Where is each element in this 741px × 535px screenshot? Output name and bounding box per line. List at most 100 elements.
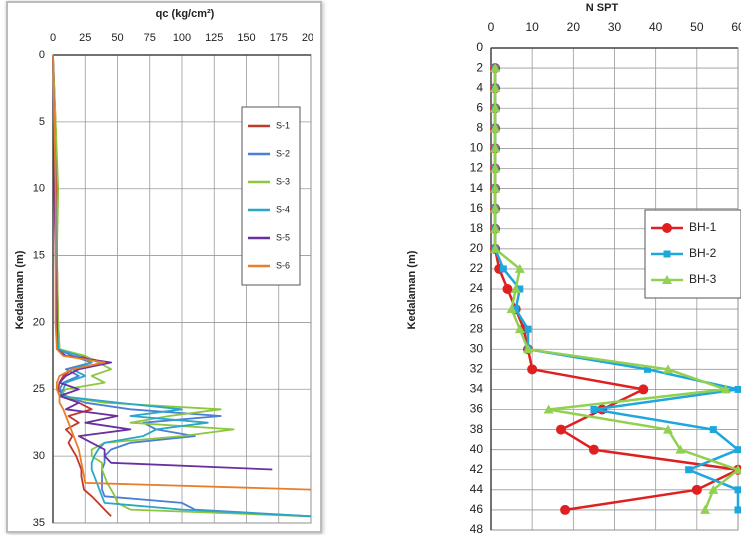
x-tick-label: 30: [608, 20, 622, 34]
spt-chart: 0102030405060024681012141618202224262830…: [406, 2, 741, 535]
legend-label: S-3: [276, 176, 290, 186]
marker: [700, 504, 711, 514]
marker: [734, 486, 741, 494]
y-tick-label: 44: [470, 482, 484, 496]
marker: [512, 305, 520, 313]
legend-label: S-4: [276, 204, 290, 214]
y-tick-label: 14: [470, 181, 484, 195]
marker: [490, 143, 501, 153]
y-tick-label: 0: [476, 40, 483, 54]
y-tick-label: 30: [470, 341, 484, 355]
series-line: [52, 54, 312, 491]
marker: [663, 250, 671, 258]
y-tick-label: 16: [470, 201, 484, 215]
marker: [514, 263, 525, 273]
x-axis-title: N SPT: [586, 2, 619, 14]
marker: [734, 385, 741, 393]
y-tick-label: 20: [33, 316, 45, 328]
marker: [590, 406, 598, 413]
marker: [709, 426, 717, 434]
y-tick-label: 0: [39, 49, 45, 61]
marker: [490, 203, 501, 213]
marker: [720, 384, 731, 394]
y-tick-label: 34: [470, 382, 484, 396]
marker: [490, 223, 501, 233]
marker: [662, 275, 672, 284]
marker: [516, 285, 524, 293]
marker: [555, 424, 566, 435]
x-tick-label: 200: [302, 32, 320, 44]
y-tick-label: 22: [470, 261, 484, 275]
marker: [490, 243, 501, 253]
y-tick-label: 30: [33, 450, 45, 462]
legend-box: [241, 106, 301, 286]
x-tick-label: 150: [237, 32, 255, 44]
y-tick-label: 25: [33, 383, 45, 395]
y-tick-label: 32: [470, 362, 484, 376]
marker: [490, 163, 501, 173]
x-axis-title: qc (kg/cm²): [156, 8, 215, 20]
y-tick-label: 10: [470, 141, 484, 155]
legend-label: BH-1: [689, 220, 717, 234]
marker: [514, 324, 525, 334]
x-tick-label: 60: [731, 20, 741, 34]
legend-label: S-1: [276, 120, 290, 130]
series-line: [52, 54, 273, 471]
x-tick-label: 50: [690, 20, 704, 34]
y-tick-label: 35: [33, 517, 45, 529]
y-tick-label: 4: [476, 80, 483, 94]
x-tick-label: 50: [111, 32, 123, 44]
y-tick-label: 2: [476, 60, 483, 74]
marker: [675, 444, 686, 454]
legend-label: S-5: [276, 232, 290, 242]
y-tick-label: 26: [470, 301, 484, 315]
y-tick-label: 42: [470, 462, 484, 476]
y-tick-label: 24: [470, 281, 484, 295]
marker: [490, 83, 501, 93]
y-tick-label: 20: [470, 241, 484, 255]
marker: [490, 103, 501, 113]
marker: [502, 284, 513, 294]
marker: [663, 364, 674, 374]
y-tick-label: 28: [470, 321, 484, 335]
x-tick-label: 125: [205, 32, 223, 44]
marker: [560, 504, 571, 515]
marker: [499, 265, 507, 273]
legend-label: BH-3: [689, 272, 717, 286]
y-tick-label: 6: [476, 100, 483, 114]
y-tick-label: 10: [33, 183, 45, 195]
marker: [510, 284, 521, 293]
legend: S-1 S-2 S-3 S-4 S-5 S-6: [241, 106, 301, 286]
y-tick-label: 40: [470, 442, 484, 456]
x-tick-label: 40: [649, 20, 663, 34]
x-tick-label: 100: [173, 32, 191, 44]
cpt-chart: 0 25 50 75 100 125 150 175 200 0 5 10 15 20 25 30 35 qc (…: [14, 8, 320, 529]
legend-label: S-6: [276, 260, 290, 270]
x-tick-label: 75: [144, 32, 156, 44]
marker: [734, 506, 741, 514]
marker: [543, 404, 554, 414]
legend-label: S-2: [276, 148, 290, 158]
y-tick-label: 48: [470, 522, 484, 535]
legend-label: BH-2: [689, 246, 717, 260]
y-tick-label: 38: [470, 422, 484, 436]
x-tick-label: 20: [567, 20, 581, 34]
x-tick-label: 25: [79, 32, 91, 44]
y-tick-label: 46: [470, 502, 484, 516]
marker: [685, 466, 693, 474]
y-tick-label: 5: [39, 116, 45, 128]
y-tick-label: 36: [470, 402, 484, 416]
marker: [638, 384, 649, 395]
marker: [643, 365, 651, 373]
y-axis-title: Kedalaman (m): [14, 250, 26, 329]
x-tick-label: 10: [525, 20, 539, 34]
marker: [523, 344, 534, 354]
marker: [691, 484, 702, 495]
x-tick-label: 0: [50, 32, 56, 44]
x-tick-label: 0: [488, 20, 495, 34]
marker: [524, 325, 532, 333]
marker: [588, 444, 599, 455]
y-tick-label: 12: [470, 161, 484, 175]
y-axis-title: Kedalaman (m): [406, 250, 418, 329]
